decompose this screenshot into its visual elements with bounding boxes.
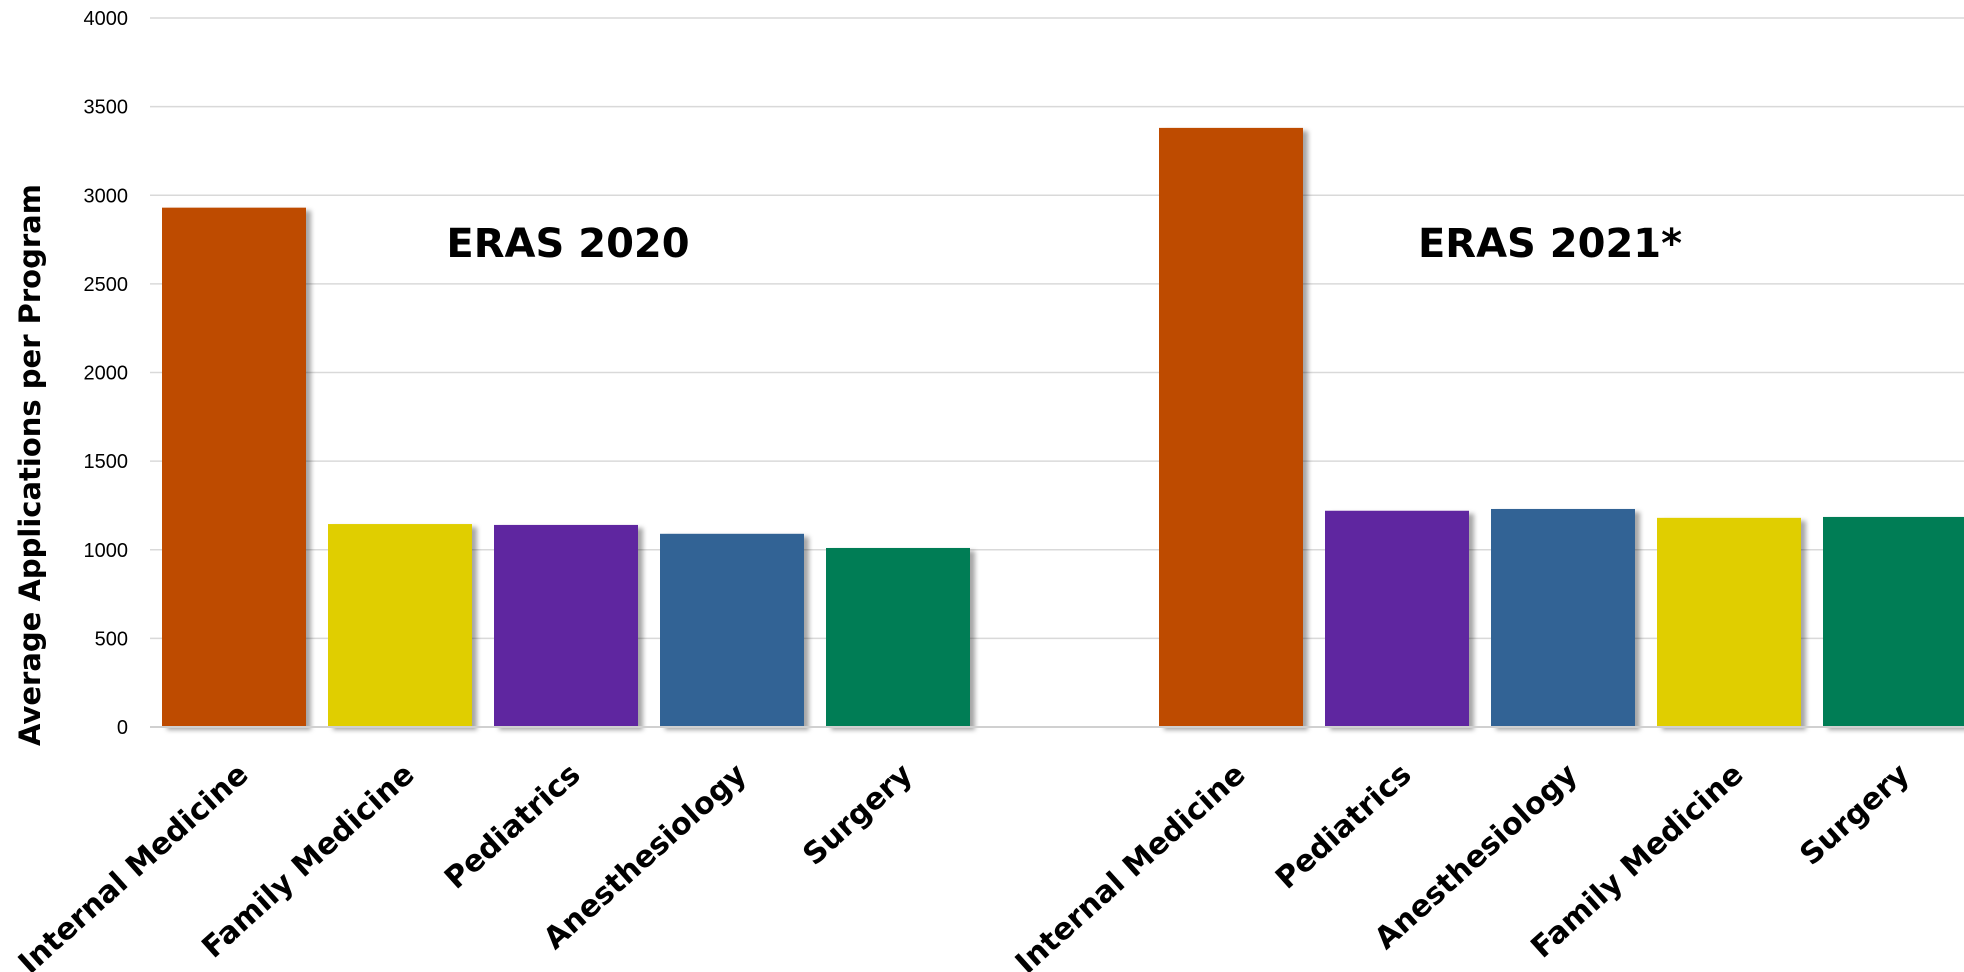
bar	[826, 547, 970, 727]
bar	[1491, 508, 1635, 727]
y-tick-label: 500	[95, 628, 128, 650]
bar	[1325, 510, 1469, 727]
bars	[162, 127, 1964, 728]
x-category-label: Surgery	[1793, 757, 1916, 873]
y-tick-label: 2500	[84, 274, 129, 296]
bar	[1823, 516, 1964, 727]
x-category-label: Pediatrics	[1269, 757, 1418, 896]
bar	[1657, 517, 1801, 727]
y-tick-label: 2000	[84, 363, 129, 385]
y-axis-ticks: 0 500 1000 1500 2000 2500 3000 3500 4000	[84, 8, 129, 739]
y-tick-label: 3500	[84, 97, 129, 119]
y-tick-label: 0	[117, 717, 128, 739]
x-category-label: Internal Medicine	[1009, 757, 1252, 972]
y-tick-label: 1000	[84, 540, 129, 562]
bar	[162, 207, 306, 728]
group-title: ERAS 2020	[446, 221, 689, 267]
y-tick-label: 1500	[84, 451, 129, 473]
panel-titles: ERAS 2020 ERAS 2021*	[446, 221, 1682, 267]
group-title: ERAS 2021*	[1418, 221, 1682, 267]
bar	[494, 524, 638, 727]
bar	[1159, 127, 1303, 727]
bar	[328, 524, 472, 727]
x-category-label: Pediatrics	[438, 757, 587, 896]
y-axis-label: Average Applications per Program	[13, 184, 47, 746]
bar	[660, 533, 804, 727]
x-category-label: Surgery	[796, 757, 919, 873]
y-tick-label: 4000	[84, 8, 129, 30]
y-tick-label: 3000	[84, 185, 129, 207]
